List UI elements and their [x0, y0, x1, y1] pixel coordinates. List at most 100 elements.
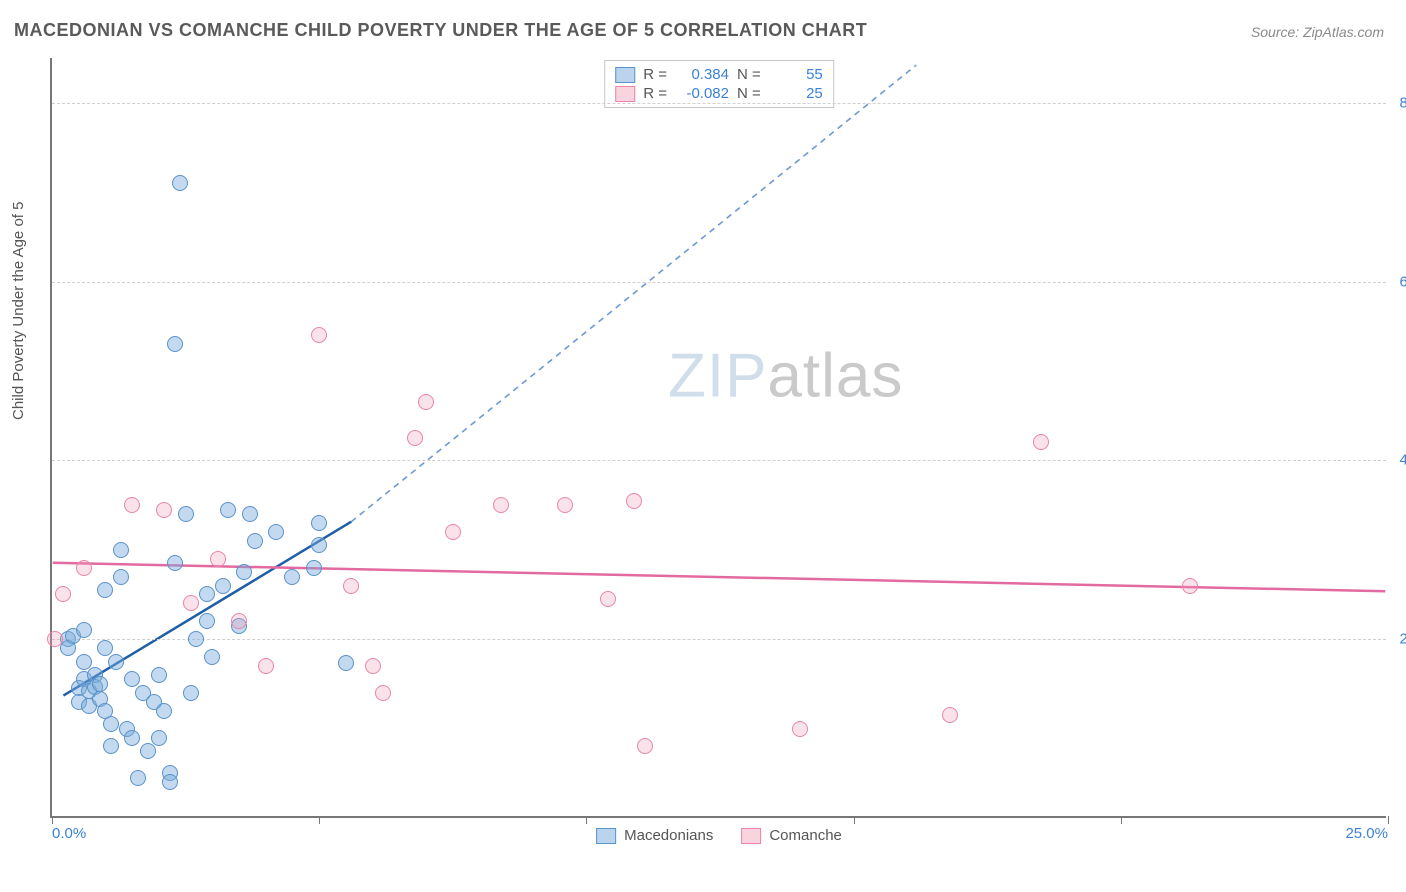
data-point: [113, 542, 129, 558]
legend-n-value: 55: [769, 66, 823, 83]
data-point: [140, 743, 156, 759]
legend-n-value: 25: [769, 85, 823, 102]
legend-label: Comanche: [769, 827, 842, 844]
data-point: [637, 738, 653, 754]
data-point: [338, 655, 354, 671]
data-point: [375, 685, 391, 701]
y-tick-label: 40.0%: [1399, 452, 1406, 469]
data-point: [258, 658, 274, 674]
data-point: [151, 730, 167, 746]
x-tick: [1388, 816, 1389, 824]
gridline: [52, 282, 1386, 283]
x-tick: [586, 816, 587, 824]
x-tick-label: 25.0%: [1345, 825, 1388, 842]
y-tick-label: 20.0%: [1399, 631, 1406, 648]
data-point: [236, 564, 252, 580]
data-point: [407, 430, 423, 446]
data-point: [210, 551, 226, 567]
source-credit: Source: ZipAtlas.com: [1251, 24, 1384, 40]
legend-swatch: [615, 86, 635, 102]
data-point: [124, 497, 140, 513]
data-point: [557, 497, 573, 513]
legend-r-label: R =: [643, 66, 667, 83]
data-point: [103, 738, 119, 754]
data-point: [284, 569, 300, 585]
watermark-bold: ZIP: [668, 342, 767, 411]
data-point: [178, 506, 194, 522]
data-point: [183, 595, 199, 611]
data-point: [231, 613, 247, 629]
legend-swatch: [615, 67, 635, 83]
data-point: [183, 685, 199, 701]
data-point: [792, 721, 808, 737]
data-point: [92, 676, 108, 692]
correlation-legend: R = 0.384 N = 55 R = -0.082 N = 25: [604, 60, 834, 108]
legend-n-label: N =: [737, 66, 761, 83]
data-point: [124, 730, 140, 746]
data-point: [311, 327, 327, 343]
legend-swatch: [741, 828, 761, 844]
x-tick: [854, 816, 855, 824]
gridline: [52, 103, 1386, 104]
chart-title: MACEDONIAN VS COMANCHE CHILD POVERTY UND…: [14, 20, 867, 41]
legend-swatch: [596, 828, 616, 844]
x-tick: [319, 816, 320, 824]
data-point: [156, 502, 172, 518]
watermark: ZIPatlas: [668, 341, 903, 412]
data-point: [220, 502, 236, 518]
data-point: [199, 586, 215, 602]
y-tick-label: 80.0%: [1399, 94, 1406, 111]
data-point: [130, 770, 146, 786]
data-point: [204, 649, 220, 665]
plot-area: ZIPatlas R = 0.384 N = 55 R = -0.082 N =…: [50, 58, 1386, 818]
x-tick-label: 0.0%: [52, 825, 86, 842]
data-point: [167, 336, 183, 352]
data-point: [942, 707, 958, 723]
gridline: [52, 460, 1386, 461]
data-point: [156, 703, 172, 719]
data-point: [113, 569, 129, 585]
data-point: [268, 524, 284, 540]
data-point: [242, 506, 258, 522]
x-tick: [1121, 816, 1122, 824]
data-point: [151, 667, 167, 683]
data-point: [215, 578, 231, 594]
watermark-light: atlas: [767, 342, 903, 411]
data-point: [600, 591, 616, 607]
legend-r-value: 0.384: [675, 66, 729, 83]
data-point: [306, 560, 322, 576]
trend-lines-overlay: [52, 58, 1386, 816]
data-point: [167, 555, 183, 571]
legend-item: Comanche: [741, 827, 842, 844]
legend-label: Macedonians: [624, 827, 713, 844]
legend-n-label: N =: [737, 85, 761, 102]
data-point: [418, 394, 434, 410]
data-point: [311, 515, 327, 531]
data-point: [626, 493, 642, 509]
data-point: [103, 716, 119, 732]
y-axis-title: Child Poverty Under the Age of 5: [10, 202, 27, 420]
data-point: [247, 533, 263, 549]
data-point: [97, 582, 113, 598]
legend-r-label: R =: [643, 85, 667, 102]
data-point: [47, 631, 63, 647]
gridline: [52, 639, 1386, 640]
data-point: [365, 658, 381, 674]
data-point: [1182, 578, 1198, 594]
y-tick-label: 60.0%: [1399, 273, 1406, 290]
data-point: [445, 524, 461, 540]
legend-row: R = 0.384 N = 55: [615, 65, 823, 84]
data-point: [311, 537, 327, 553]
legend-r-value: -0.082: [675, 85, 729, 102]
data-point: [76, 560, 92, 576]
x-tick: [52, 816, 53, 824]
data-point: [199, 613, 215, 629]
series-legend: Macedonians Comanche: [596, 827, 842, 844]
data-point: [162, 774, 178, 790]
data-point: [343, 578, 359, 594]
data-point: [188, 631, 204, 647]
legend-item: Macedonians: [596, 827, 713, 844]
legend-row: R = -0.082 N = 25: [615, 84, 823, 103]
data-point: [55, 586, 71, 602]
data-point: [1033, 434, 1049, 450]
